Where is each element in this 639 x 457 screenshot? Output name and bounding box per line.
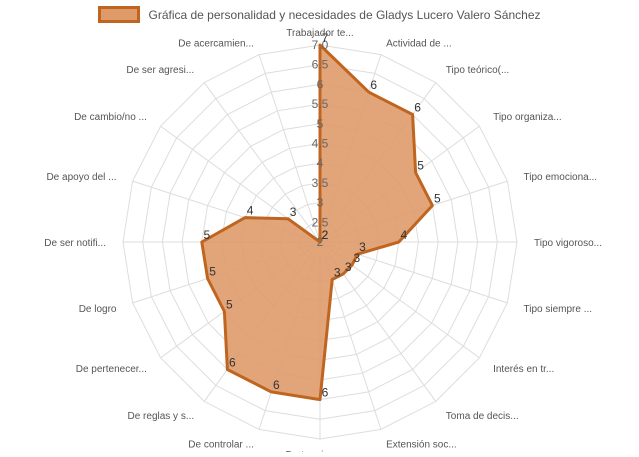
radial-tick-label: 4.5 bbox=[312, 137, 329, 151]
radial-tick-label: 3.5 bbox=[312, 176, 329, 190]
data-label: 5 bbox=[417, 159, 424, 173]
data-label: 3 bbox=[359, 240, 366, 254]
radial-tick-label: 2.5 bbox=[312, 215, 329, 229]
radial-tick-label: 2 bbox=[317, 235, 324, 249]
radial-tick-label: 5.5 bbox=[312, 97, 329, 111]
data-label: 5 bbox=[209, 265, 216, 279]
category-label: Tipo organiza... bbox=[493, 112, 562, 123]
data-label: 5 bbox=[203, 228, 210, 242]
data-label: 4 bbox=[247, 204, 254, 218]
category-label: De logro bbox=[79, 304, 117, 315]
data-label: 3 bbox=[354, 251, 361, 265]
category-label: Trabajador te... bbox=[286, 28, 353, 39]
legend-label: Gráfica de personalidad y necesidades de… bbox=[148, 7, 541, 22]
legend[interactable]: Gráfica de personalidad y necesidades de… bbox=[0, 6, 639, 23]
category-label: De apoyo del ... bbox=[46, 172, 116, 183]
radial-tick-label: 6.5 bbox=[312, 58, 329, 72]
radial-tick-label: 3 bbox=[317, 196, 324, 210]
data-label: 5 bbox=[434, 192, 441, 206]
data-label: 6 bbox=[229, 356, 236, 370]
grid-spoke bbox=[258, 54, 321, 243]
category-label: De reglas y s... bbox=[127, 411, 194, 422]
data-label: 3 bbox=[334, 266, 341, 280]
category-label: De acercamien... bbox=[178, 39, 254, 50]
data-label: 3 bbox=[345, 260, 352, 274]
data-label: 6 bbox=[322, 386, 329, 400]
category-label: De ser agresi... bbox=[126, 65, 194, 76]
radial-tick-label: 4 bbox=[317, 156, 324, 170]
category-label: Tipo teórico(... bbox=[446, 65, 510, 76]
category-label: Actividad de ... bbox=[386, 39, 452, 50]
category-label: Tipo vigoroso... bbox=[534, 238, 602, 249]
data-label: 3 bbox=[290, 205, 297, 219]
data-label: 2 bbox=[322, 228, 329, 242]
data-label: 7 bbox=[322, 31, 329, 45]
category-label: Extensión soc... bbox=[386, 440, 457, 451]
category-label: De pertenecer... bbox=[76, 364, 147, 375]
category-label: Interés en tr... bbox=[493, 364, 554, 375]
category-label: Tipo emociona... bbox=[524, 172, 598, 183]
legend-swatch bbox=[98, 6, 141, 23]
data-label: 6 bbox=[273, 378, 280, 392]
data-label: 5 bbox=[226, 298, 233, 312]
series-area bbox=[200, 43, 434, 402]
category-label: Toma de decis... bbox=[446, 411, 519, 422]
data-label: 2 bbox=[322, 228, 329, 242]
radial-tick-label: 6 bbox=[317, 77, 324, 91]
radial-tick-label: 5 bbox=[317, 117, 324, 131]
grid-spoke bbox=[203, 82, 321, 243]
data-label: 4 bbox=[400, 228, 407, 242]
category-label: De ser notifi... bbox=[44, 238, 106, 249]
radial-tick-label: 7.0 bbox=[312, 38, 329, 52]
category-label: De cambio/no ... bbox=[74, 112, 147, 123]
data-label: 6 bbox=[414, 101, 421, 115]
category-label: De controlar ... bbox=[188, 440, 254, 451]
data-label: 6 bbox=[370, 78, 377, 92]
category-label: Tipo siempre ... bbox=[524, 304, 593, 315]
